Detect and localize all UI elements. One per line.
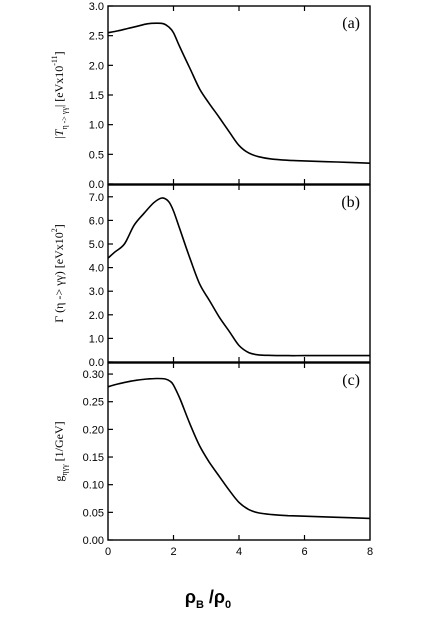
x-axis-label: ρB /ρ0	[185, 587, 231, 611]
y-tick-label: 3.0	[89, 1, 104, 13]
panel-label: (c)	[342, 372, 360, 389]
y-tick-label: 1.0	[89, 120, 104, 132]
y-axis-label: gηγγ [1/GeV]	[52, 421, 69, 481]
y-tick-label: 2.0	[89, 310, 104, 322]
y-tick-label: 0.05	[83, 507, 104, 519]
y-tick-label: 0.25	[83, 397, 104, 409]
y-tick-label: 2.0	[89, 60, 104, 72]
y-tick-label: 4.0	[89, 263, 104, 275]
y-tick-label: 2.5	[89, 31, 104, 43]
x-tick-label: 8	[367, 546, 373, 558]
x-tick-label: 6	[301, 546, 307, 558]
y-tick-label: 7.0	[89, 192, 104, 204]
plot-frame	[107, 184, 371, 363]
series-line	[107, 22, 371, 164]
panels: 0.0 0.5 1.0 1.5 2.0 2.5 3.0 (a) |Tη -> γγ| [eVx1…	[50, 1, 373, 558]
y-tick-label: 3.0	[89, 286, 104, 298]
y-axis-label: |Tη -> γγ| [eVx10-11]	[50, 51, 69, 138]
x-tick-label: 0	[105, 546, 111, 558]
y-tick-label: 5.0	[89, 239, 104, 251]
x-tick-label: 4	[236, 546, 242, 558]
y-tick-label: 0.15	[83, 452, 104, 464]
y-tick-label: 0.20	[83, 424, 104, 436]
panel-c: 0.00 0.05 0.10 0.15 0.20 0.25 0.30 0 2 4 6 8 (c) gηγγ…	[52, 362, 373, 558]
y-tick-label: 6.0	[89, 215, 104, 227]
panel-label: (b)	[341, 194, 360, 211]
y-tick-label: 0.30	[83, 369, 104, 381]
plot-frame	[107, 5, 371, 185]
y-tick-label: 0.00	[83, 535, 104, 547]
series-line	[107, 197, 370, 357]
plot-frame	[107, 362, 371, 541]
panel-a: 0.0 0.5 1.0 1.5 2.0 2.5 3.0 (a) |Tη -> γγ| [eVx1…	[50, 1, 371, 191]
panel-b: 0.0 1.0 2.0 3.0 4.0 5.0 6.0 7.0 (b) Γ (η -> γγ) […	[50, 184, 371, 369]
y-tick-label: 1.0	[89, 333, 104, 345]
y-tick-label: 1.5	[89, 90, 104, 102]
series-line	[107, 377, 371, 520]
y-tick-label: 0.10	[83, 480, 104, 492]
y-tick-label: 0.0	[89, 179, 104, 191]
y-tick-label: 0.5	[89, 149, 104, 161]
y-axis-label: Γ (η -> γγ) [eVx102]	[50, 224, 66, 323]
y-tick-label: 0.0	[89, 357, 104, 369]
x-tick-label: 2	[170, 546, 176, 558]
panel-label: (a)	[342, 15, 360, 32]
